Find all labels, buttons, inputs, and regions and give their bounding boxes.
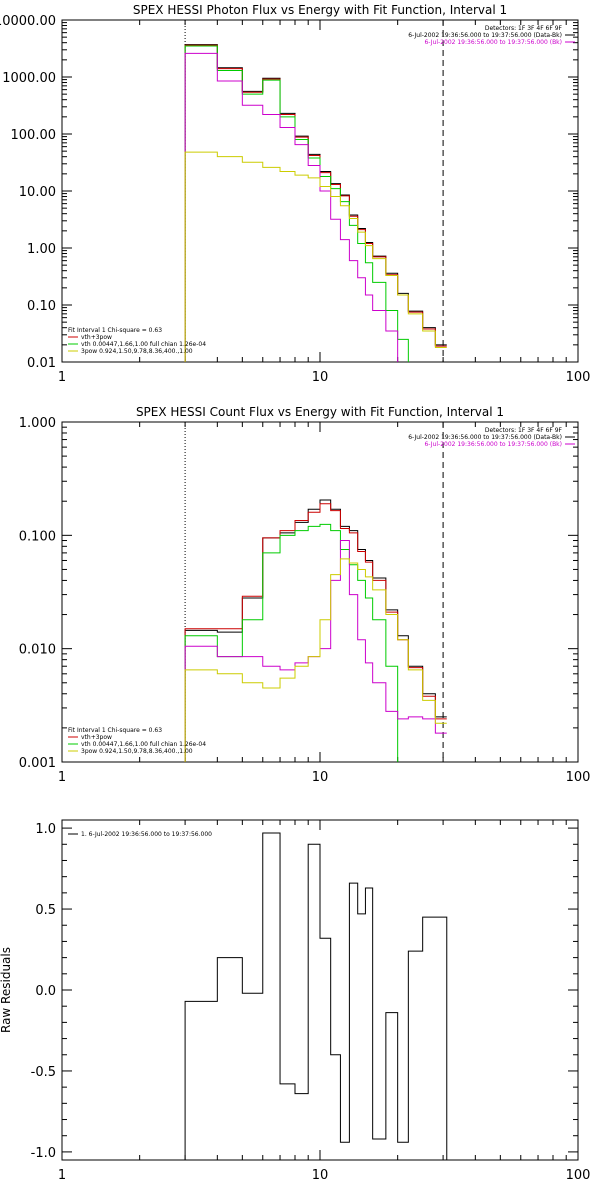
x-tick-label: 1	[58, 770, 66, 785]
y-tick-label: 0.001	[19, 756, 56, 771]
info-line-2: 6-Jul-2002 19:36:56.000 to 19:37:56.000 …	[408, 434, 562, 441]
chart-panel-2: SPEX HESSI Count Flux vs Energy with Fit…	[19, 405, 591, 785]
series-group	[184, 44, 447, 362]
series-group	[184, 499, 447, 762]
y-tick-label: 10.00	[19, 185, 56, 200]
y-tick-label: 1.000	[19, 416, 56, 431]
y-tick-label: -1.0	[31, 1146, 56, 1161]
series-line-3	[184, 45, 409, 362]
x-tick-label: 1	[58, 370, 66, 385]
y-tick-label: 100.00	[11, 128, 57, 143]
y-axis-label: Raw Residuals	[0, 947, 13, 1033]
x-tick-label: 100	[566, 770, 591, 785]
info-line-3: 6-Jul-2002 19:36:56.000 to 19:37:56.000 …	[424, 441, 562, 448]
series-line-5	[184, 558, 447, 762]
y-tick-label: 0.10	[27, 299, 56, 314]
series-line-2	[184, 503, 447, 762]
info-line-2: 6-Jul-2002 19:36:56.000 to 19:37:56.000 …	[408, 32, 562, 39]
series-line-4	[184, 540, 447, 762]
series-line-2	[184, 44, 447, 362]
y-tick-label: 1.0	[35, 822, 56, 837]
legend-entry-4: 3pow 0.924,1.50,9.78,8.36,400.,1.00	[81, 748, 193, 755]
y-tick-label: 0.01	[27, 356, 56, 371]
series-line-1	[184, 499, 447, 762]
legend-entry-2: vth+3pow	[81, 334, 112, 341]
y-tick-label: 0.010	[19, 643, 56, 658]
series-group	[184, 832, 448, 1160]
legend-entry-1: 1. 6-Jul-2002 19:36:56.000 to 19:37:56.0…	[81, 831, 212, 838]
legend-entry-1: Fit Interval 1 Chi-square = 0.63	[68, 327, 162, 334]
chart-panel-1: SPEX HESSI Photon Flux vs Energy with Fi…	[0, 3, 590, 385]
x-tick-label: 10	[312, 770, 329, 785]
x-tick-label: 100	[566, 370, 591, 385]
y-tick-label: 10000.00	[0, 14, 56, 29]
series-line-3	[184, 523, 399, 762]
y-tick-label: 0.100	[19, 529, 56, 544]
y-tick-label: 0.0	[35, 984, 56, 999]
x-tick-label: 10	[312, 1168, 329, 1183]
chart-title: SPEX HESSI Photon Flux vs Energy with Fi…	[133, 3, 507, 17]
legend-entry-4: 3pow 0.924,1.50,9.78,8.36,400.,1.00	[81, 348, 193, 355]
series-line-5	[184, 151, 447, 362]
chart-title: SPEX HESSI Count Flux vs Energy with Fit…	[136, 405, 504, 419]
x-tick-label: 100	[566, 1168, 591, 1183]
y-tick-label: -0.5	[31, 1065, 56, 1080]
plot-frame	[61, 421, 579, 763]
y-tick-label: 0.5	[35, 903, 56, 918]
legend-entry-2: vth+3pow	[81, 734, 112, 741]
info-line-3: 6-Jul-2002 19:36:56.000 to 19:37:56.000 …	[424, 39, 562, 46]
x-tick-label: 10	[312, 370, 329, 385]
y-tick-label: 1000.00	[2, 71, 56, 86]
series-line-1	[184, 44, 447, 362]
chart-panel-3: Raw Residuals 1 10 100 1.0 0.5 0.0 -0.5 -1.0 1. 6…	[0, 819, 591, 1183]
x-tick-label: 1	[58, 1168, 66, 1183]
info-line-1: Detectors: 1F 3F 4F 6F 9F	[485, 427, 563, 434]
legend-entry-3: vth 0.00447,1.66,1.00 full chian 1.26e-0…	[81, 741, 206, 748]
legend-entry-3: vth 0.00447,1.66,1.00 full chian 1.26e-0…	[81, 341, 206, 348]
info-line-1: Detectors: 1F 3F 4F 6F 9F	[485, 25, 563, 32]
series-line-1	[184, 832, 448, 1160]
legend-entry-1: Fit Interval 1 Chi-square = 0.63	[68, 727, 162, 734]
series-line-4	[184, 52, 399, 362]
y-tick-label: 1.00	[27, 242, 56, 257]
